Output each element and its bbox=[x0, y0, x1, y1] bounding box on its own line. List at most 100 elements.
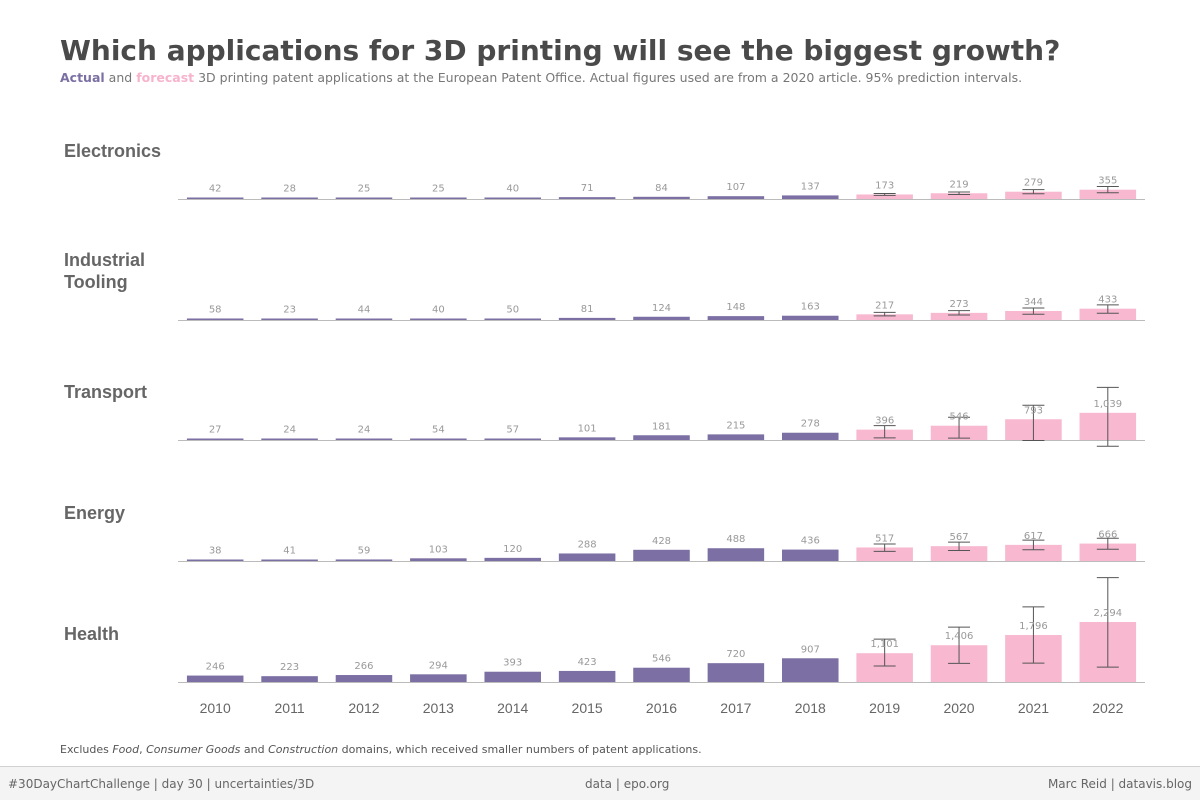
actual-bar bbox=[410, 558, 467, 561]
actual-bar bbox=[484, 318, 541, 320]
data-label: 40 bbox=[506, 184, 519, 195]
actual-bar bbox=[410, 318, 467, 320]
actual-bar bbox=[484, 557, 541, 561]
actual-bar bbox=[707, 663, 765, 682]
data-label: 567 bbox=[949, 532, 968, 543]
actual-bar bbox=[484, 197, 541, 199]
actual-bar bbox=[558, 670, 616, 682]
footnote-separator: , bbox=[139, 743, 147, 756]
data-label: 546 bbox=[949, 412, 968, 423]
actual-bar bbox=[261, 676, 318, 682]
x-tick-label: 2017 bbox=[720, 700, 751, 716]
actual-bar bbox=[186, 318, 244, 320]
data-label: 278 bbox=[801, 419, 820, 430]
footer-data-source: data | epo.org bbox=[585, 777, 670, 791]
actual-bar bbox=[782, 658, 839, 682]
footnote-text: Excludes bbox=[60, 743, 113, 756]
actual-bar bbox=[261, 318, 318, 320]
error-bar bbox=[948, 626, 971, 664]
error-bar bbox=[1096, 304, 1119, 314]
forecast-bar bbox=[1005, 544, 1062, 561]
forecast-bar bbox=[1079, 189, 1137, 199]
data-label: 1,101 bbox=[870, 639, 899, 650]
data-label: 393 bbox=[503, 658, 522, 669]
error-bar bbox=[1096, 386, 1119, 447]
actual-bar bbox=[261, 559, 318, 561]
actual-bar bbox=[335, 438, 393, 440]
error-bar bbox=[873, 193, 896, 196]
data-label: 42 bbox=[209, 184, 222, 195]
data-label: 23 bbox=[283, 305, 296, 316]
actual-bar bbox=[261, 438, 318, 440]
x-tick-label: 2014 bbox=[497, 700, 528, 716]
actual-bar bbox=[186, 197, 244, 199]
actual-bar bbox=[558, 553, 616, 561]
actual-bar bbox=[410, 197, 467, 199]
data-label: 279 bbox=[1024, 178, 1043, 189]
x-tick-label: 2013 bbox=[423, 700, 454, 716]
data-label: 1,406 bbox=[945, 631, 974, 642]
data-label: 40 bbox=[432, 305, 445, 316]
actual-bar bbox=[633, 435, 690, 440]
panel-1: Industrial Tooling 58 23 44 40 50 81 124 148 163 21… bbox=[64, 250, 1145, 321]
actual-bar bbox=[558, 197, 616, 199]
error-bar bbox=[1096, 537, 1119, 550]
data-label: 423 bbox=[578, 657, 597, 668]
forecast-bar bbox=[930, 193, 988, 199]
data-label: 1,039 bbox=[1093, 399, 1122, 410]
data-label: 720 bbox=[726, 649, 745, 660]
subtitle-description: 3D printing patent applications at the E… bbox=[198, 70, 1023, 85]
forecast-bar bbox=[930, 312, 988, 320]
data-label: 1,796 bbox=[1019, 621, 1048, 632]
data-label: 433 bbox=[1098, 295, 1117, 306]
actual-bar bbox=[335, 675, 393, 682]
chart-subtitle: Actual and forecast 3D printing patent a… bbox=[60, 70, 1022, 85]
error-bar bbox=[948, 416, 971, 439]
data-label: 181 bbox=[652, 421, 671, 432]
forecast-bar bbox=[1005, 191, 1062, 199]
data-label: 266 bbox=[354, 661, 373, 672]
footnote-consumer-goods: Consumer Goods bbox=[146, 743, 241, 756]
actual-bar bbox=[558, 437, 616, 440]
panel-4: Health 246 223 266 294 393 423 546 720 907 1,101 1,… bbox=[64, 577, 1145, 683]
x-tick-label: 2021 bbox=[1018, 700, 1049, 716]
data-label: 57 bbox=[506, 425, 519, 436]
panel-title: Health bbox=[64, 624, 119, 644]
actual-bar bbox=[782, 195, 839, 199]
data-label: 428 bbox=[652, 536, 671, 547]
data-label: 273 bbox=[949, 299, 968, 310]
chart-title: Which applications for 3D printing will … bbox=[60, 34, 1061, 67]
forecast-bar bbox=[1079, 543, 1137, 561]
actual-bar bbox=[410, 674, 467, 682]
data-label: 137 bbox=[801, 181, 820, 192]
data-label: 84 bbox=[655, 183, 668, 194]
x-tick-label: 2015 bbox=[572, 700, 603, 716]
data-label: 517 bbox=[875, 533, 894, 544]
data-label: 38 bbox=[209, 546, 222, 557]
x-tick-label: 2016 bbox=[646, 700, 677, 716]
data-label: 2,294 bbox=[1093, 608, 1122, 619]
data-label: 58 bbox=[209, 304, 222, 315]
data-label: 355 bbox=[1098, 176, 1117, 187]
forecast-bar bbox=[856, 314, 913, 320]
data-label: 25 bbox=[358, 184, 371, 195]
actual-bar bbox=[335, 197, 393, 199]
data-label: 793 bbox=[1024, 405, 1043, 416]
forecast-bar bbox=[930, 546, 988, 561]
data-label: 288 bbox=[578, 539, 597, 550]
footnote: Excludes Food, Consumer Goods and Constr… bbox=[60, 743, 702, 756]
data-label: 44 bbox=[358, 305, 371, 316]
panel-2: Transport 27 24 24 54 57 101 181 215 278 396 546 793… bbox=[64, 382, 1145, 447]
error-bar bbox=[873, 425, 896, 439]
footer-challenge: #30DayChartChallenge | day 30 | uncertai… bbox=[8, 777, 315, 791]
actual-bar bbox=[484, 671, 541, 682]
error-bar bbox=[1096, 577, 1119, 668]
error-bar bbox=[948, 191, 971, 196]
actual-bar bbox=[186, 675, 244, 682]
data-label: 617 bbox=[1024, 531, 1043, 542]
error-bar bbox=[873, 638, 896, 667]
footnote-separator: and bbox=[240, 743, 269, 756]
data-label: 50 bbox=[506, 305, 519, 316]
actual-bar bbox=[335, 318, 393, 320]
x-tick-label: 2019 bbox=[869, 700, 900, 716]
